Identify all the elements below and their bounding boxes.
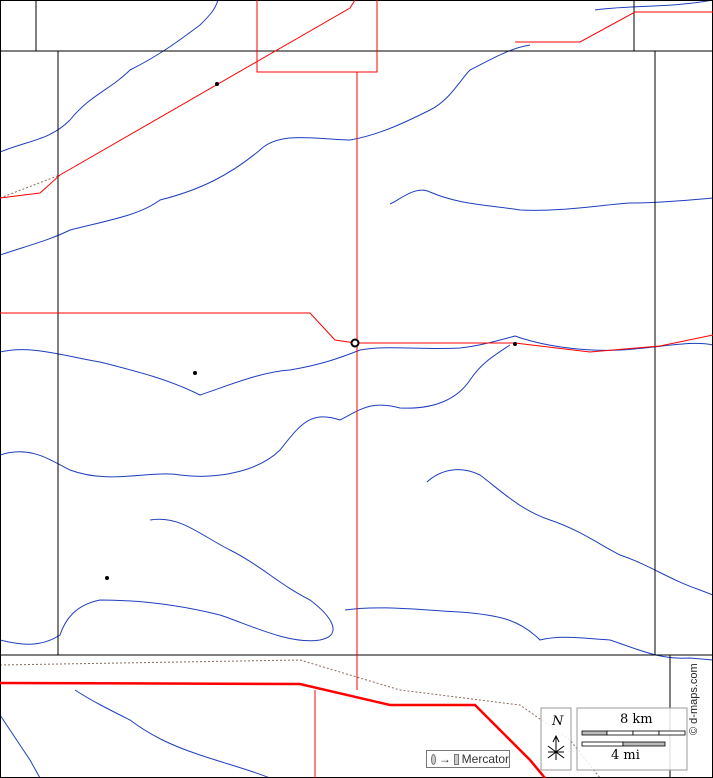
scale-bar-mi	[581, 741, 666, 747]
county-seat	[350, 338, 360, 348]
river	[0, 335, 713, 396]
circle-icon	[431, 753, 436, 765]
river	[74, 689, 271, 778]
compass-icon	[547, 734, 565, 760]
river	[0, 714, 41, 778]
river	[594, 0, 713, 11]
river	[0, 518, 334, 645]
river	[0, 0, 219, 153]
towns	[105, 82, 517, 580]
river	[389, 189, 713, 211]
river	[426, 469, 713, 596]
railway	[0, 174, 61, 199]
legend-boxes	[540, 707, 688, 771]
scale-bar-km	[581, 730, 686, 736]
arrow-right-icon: →	[438, 752, 451, 766]
credit: © d-maps.com	[688, 663, 700, 735]
river	[0, 344, 511, 478]
railway	[0, 659, 601, 778]
projection-label: Mercator	[461, 752, 509, 766]
projection-badge: → Mercator	[426, 750, 510, 768]
river	[0, 44, 531, 256]
north-label: N	[552, 714, 564, 729]
scale-km-label: 8 km	[620, 712, 653, 727]
scale-mi-label: 4 mi	[611, 748, 640, 763]
river	[344, 607, 713, 661]
highway	[0, 681, 546, 778]
square-icon	[453, 753, 459, 765]
